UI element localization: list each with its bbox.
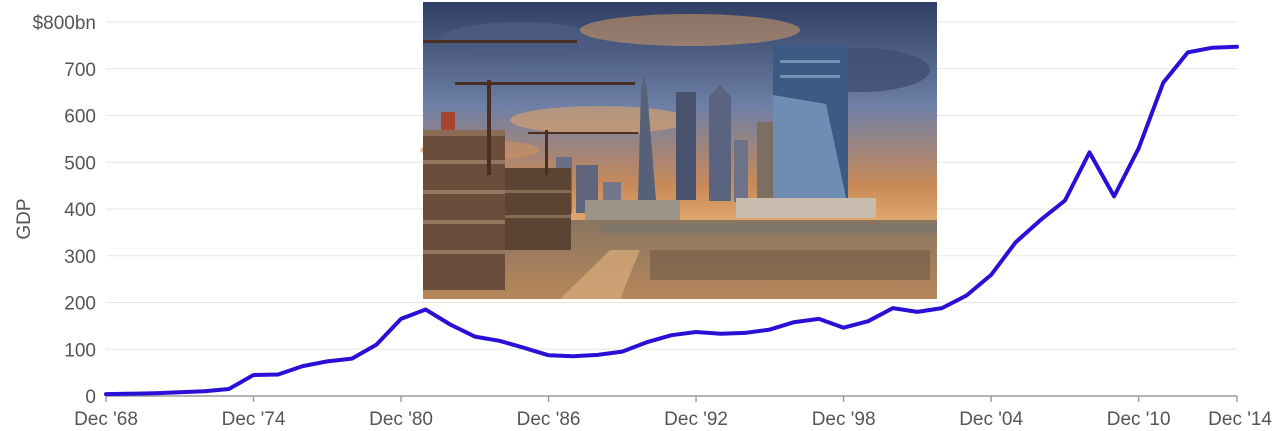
x-tick-label: Dec '98	[812, 409, 876, 430]
y-axis-ticks: 0 100 200 300 400 500 600 700 $800bn	[33, 13, 96, 408]
y-tick-label: 500	[64, 153, 96, 174]
y-tick-label: 100	[64, 340, 96, 361]
x-axis-ticks: Dec '68 Dec '74 Dec '80 Dec '86 Dec '92 Dec '…	[74, 396, 1272, 430]
x-tick-label: Dec '80	[369, 409, 433, 430]
x-tick-label: Dec '10	[1107, 409, 1171, 430]
x-tick-label: Dec '92	[664, 409, 728, 430]
y-tick-label: 300	[64, 247, 96, 268]
skyline-photo	[420, 2, 937, 299]
y-tick-label: 700	[64, 60, 96, 81]
x-tick-label: Dec '04	[959, 409, 1023, 430]
y-tick-label: 200	[64, 294, 96, 315]
y-tick-label: 600	[64, 107, 96, 128]
y-tick-label: $800bn	[33, 13, 96, 34]
x-tick-label: Dec '74	[222, 409, 286, 430]
x-tick-label: Dec '68	[74, 409, 138, 430]
y-tick-label: 0	[85, 387, 96, 408]
x-tick-label: Dec '14	[1208, 409, 1272, 430]
y-axis-title: GDP	[14, 198, 35, 239]
x-tick-label: Dec '86	[517, 409, 581, 430]
y-tick-label: 400	[64, 200, 96, 221]
